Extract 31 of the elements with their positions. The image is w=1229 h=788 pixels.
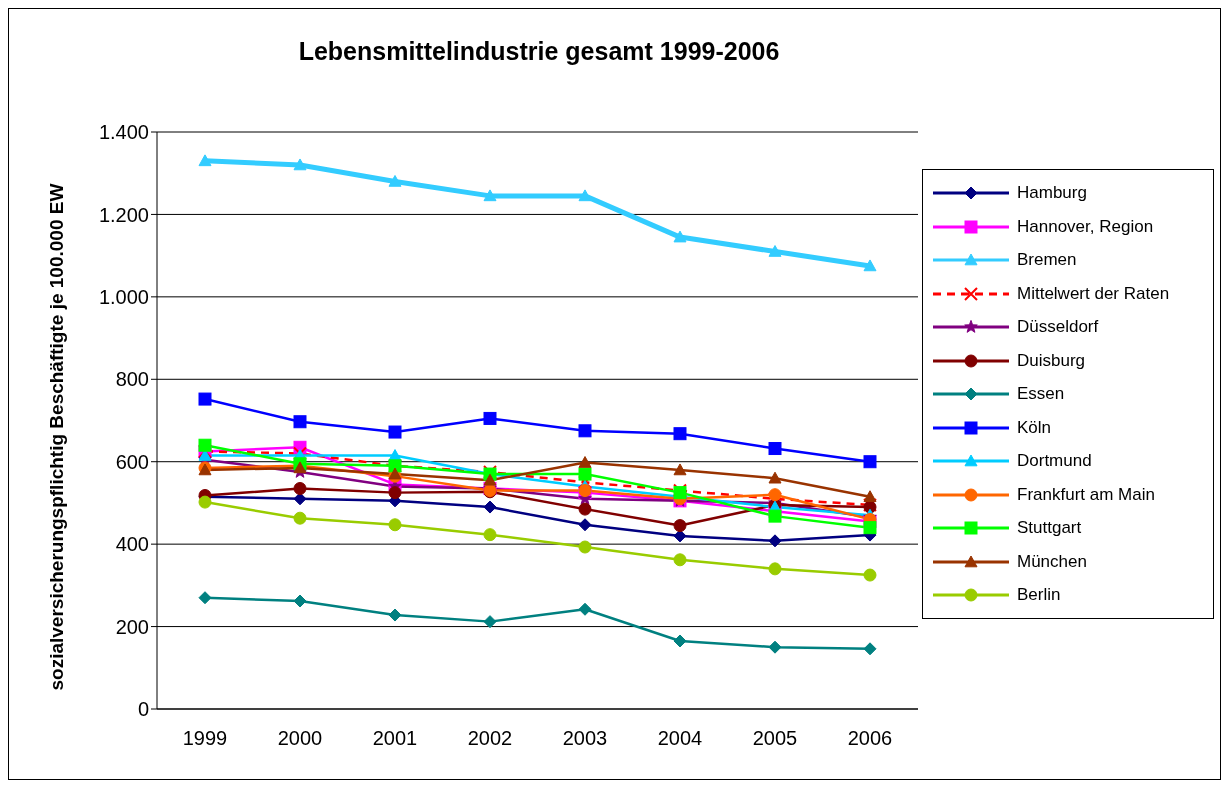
x-tick-label: 2005: [752, 727, 798, 750]
legend-label: Düsseldorf: [1017, 317, 1099, 337]
legend-label: Mittelwert der Raten: [1017, 283, 1170, 304]
y-tick-label: 0: [137, 698, 149, 721]
y-tick-label: 600: [115, 450, 149, 473]
legend-label: Frankfurt am Main: [1017, 484, 1155, 505]
y-tick-label: 200: [115, 615, 149, 638]
chart-title: Lebensmittelindustrie gesamt 1999-2006: [297, 37, 781, 66]
x-tick-label: 2006: [847, 727, 893, 750]
legend-label: Duisburg: [1017, 350, 1086, 371]
legend-label: Köln: [1017, 417, 1052, 438]
legend-label: Stuttgart: [1017, 518, 1082, 538]
legend-label: Essen: [1017, 384, 1065, 404]
legend-label: München: [1017, 551, 1087, 572]
y-tick-label: 800: [115, 368, 149, 391]
legend-label: Dortmund: [1017, 451, 1092, 471]
legend-label: Hamburg: [1017, 183, 1087, 203]
legend-label: Hannover, Region: [1017, 216, 1154, 237]
y-tick-label: 1.400: [98, 121, 149, 144]
y-tick-label: 1.000: [98, 285, 149, 308]
y-tick-label: 1.200: [98, 203, 149, 226]
x-tick-label: 2001: [372, 727, 418, 750]
x-tick-label: 2004: [657, 727, 703, 750]
x-tick-label: 1999: [182, 727, 228, 750]
y-tick-label: 400: [115, 533, 149, 556]
y-axis-title: sozialversicherungspflichtig Beschäftigte je 100.000 EW: [45, 183, 67, 691]
legend-label: Berlin: [1017, 585, 1061, 605]
x-tick-label: 2002: [467, 727, 513, 750]
x-tick-label: 2000: [277, 727, 323, 750]
legend-label: Bremen: [1017, 250, 1077, 270]
x-tick-label: 2003: [562, 727, 608, 750]
